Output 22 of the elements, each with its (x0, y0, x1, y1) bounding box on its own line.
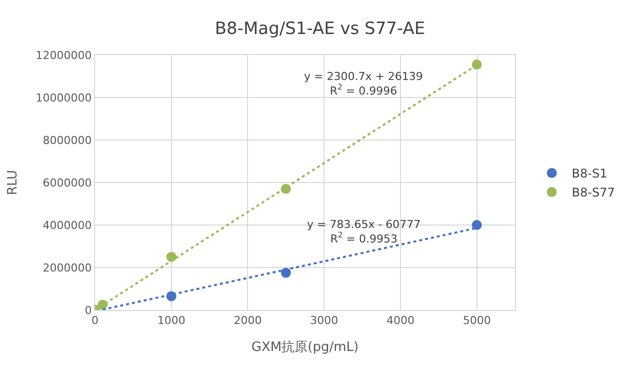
y-tick-label: 0 (84, 304, 92, 317)
y-tick-label: 10000000 (36, 91, 92, 104)
legend-label: B8-S77 (572, 186, 615, 200)
x-tick-label: 1000 (157, 314, 186, 328)
x-tick-label: 5000 (462, 314, 491, 328)
chart-title: B8-Mag/S1-AE vs S77-AE (214, 18, 426, 39)
annotation: y = 783.65x - 60777 R$^{2}$ = 0.9953 (307, 218, 421, 246)
y-tick-label: 12000000 (36, 48, 92, 62)
annotation: y = 2300.7x + 26139 R$^{2}$ = 0.9996 (304, 70, 423, 98)
point (472, 220, 482, 230)
y-tick-label: 6000000 (42, 176, 92, 190)
x-axis-title: GXM抗原(pg/mL) (251, 340, 359, 355)
x-tick-label: 2000 (234, 314, 262, 328)
y-tick-label: 4000000 (42, 218, 92, 232)
x-tick-label: 3000 (310, 314, 338, 328)
legend-label: B8-S1 (572, 166, 608, 181)
y-axis-title: RLU (6, 170, 21, 196)
y-tick-label: 8000000 (42, 134, 92, 147)
y-tick-label: 2000000 (42, 261, 92, 274)
point (472, 60, 482, 70)
point (280, 268, 291, 278)
x-tick-label: 4000 (386, 314, 414, 328)
